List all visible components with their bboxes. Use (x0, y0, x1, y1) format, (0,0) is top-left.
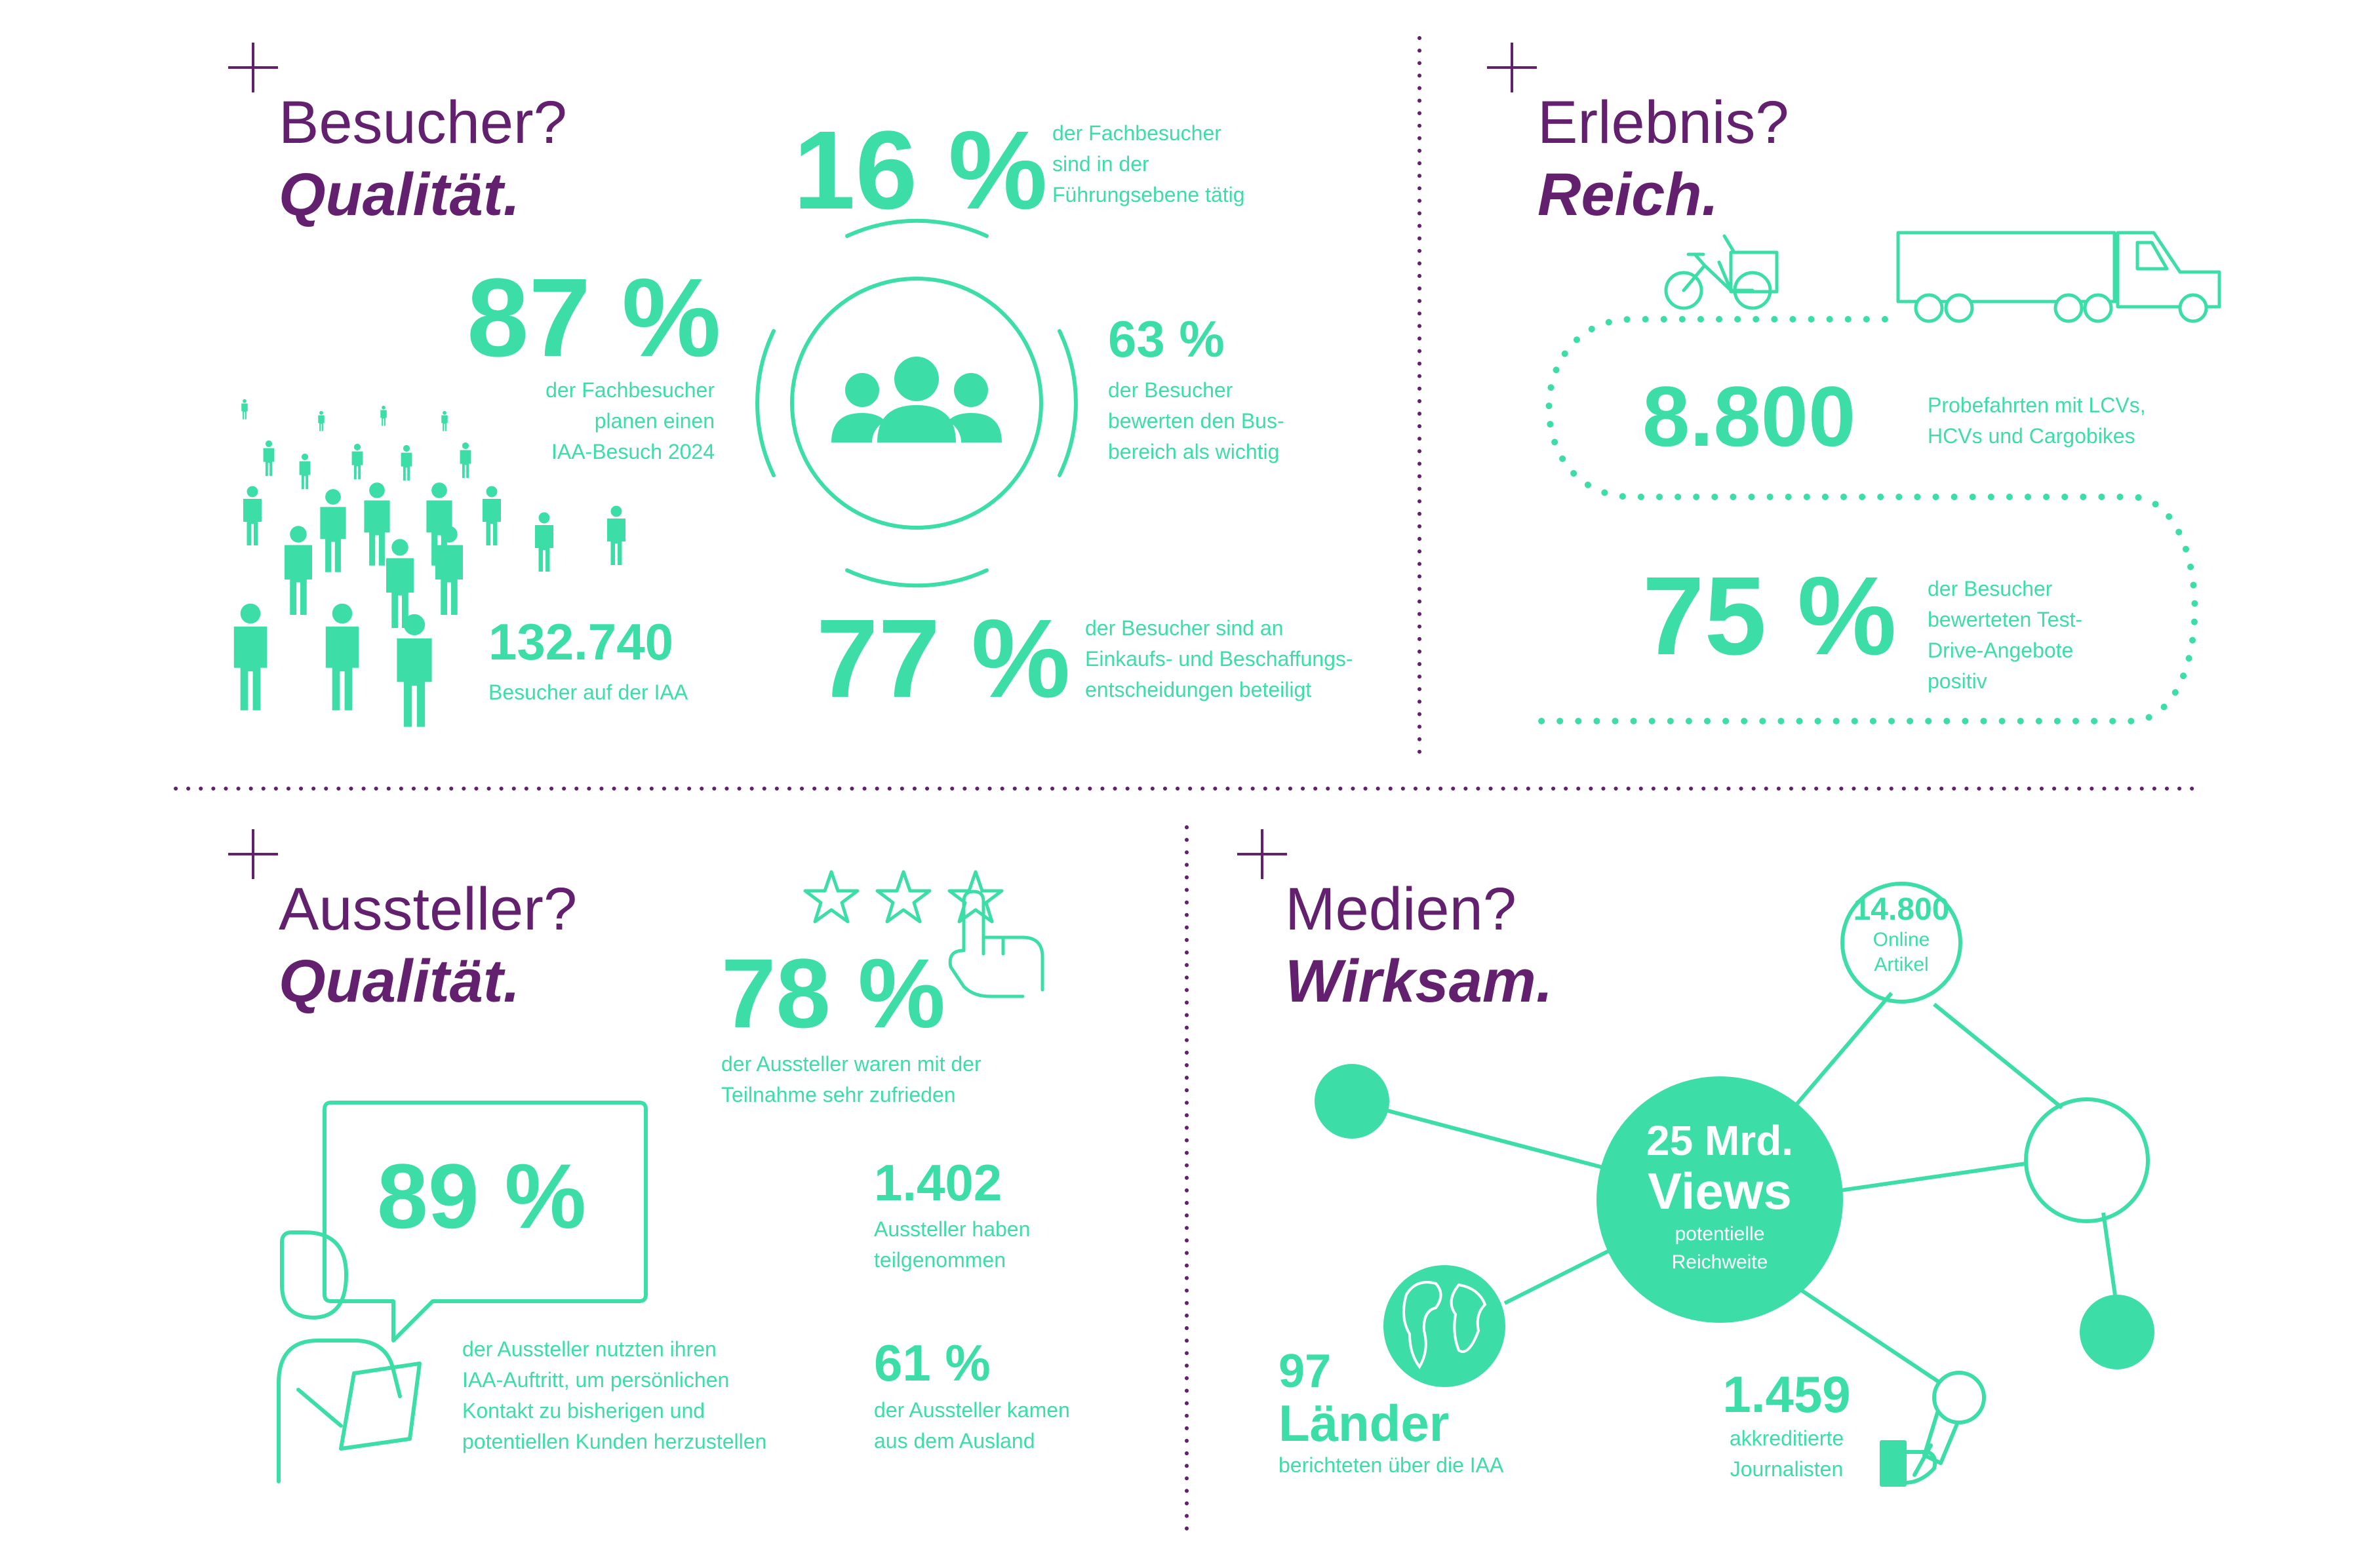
views-text: potentielle Reichweite (1671, 1223, 1768, 1274)
globe-icon (1383, 1265, 1505, 1387)
plus-icon (1237, 829, 1287, 879)
person-tablet-icon (277, 1230, 422, 1483)
stat-78-text: der Aussteller waren mit der Teilnahme s… (721, 1052, 981, 1107)
stat-89-value: 89 % (377, 1145, 587, 1247)
laender-value-line2: Länder (1279, 1394, 1450, 1452)
stat-61-value: 61 % (874, 1334, 991, 1392)
stat-132740-text: Besucher auf der IAA (488, 680, 688, 704)
views-value-line1: 25 Mrd. (1646, 1117, 1794, 1164)
pointing-hand-icon (948, 890, 1044, 998)
online-value: 14.800 (1853, 892, 1950, 927)
stat-16-text: der Fachbesucher sind in der Führungsebe… (1052, 121, 1245, 206)
erlebnis-heading: Erlebnis? (1537, 89, 1789, 156)
stat-61-text: der Aussteller kamen aus dem Ausland (874, 1398, 1070, 1453)
network-nodes (1315, 882, 2154, 1369)
divider-lines (174, 36, 2198, 1536)
stat-1402-text: Aussteller haben teilgenommen (874, 1217, 1031, 1272)
stat-89-text: der Aussteller nutzten ihren IAA-Auftrit… (462, 1337, 767, 1453)
plus-icon (1487, 43, 1537, 92)
stat-132740-value: 132.740 (488, 613, 673, 671)
views-value-line2: Views (1648, 1162, 1792, 1221)
speech-bubble-icon (323, 1101, 648, 1343)
stat-1402-value: 1.402 (874, 1154, 1002, 1211)
stat-87-value: 87 % (467, 256, 721, 380)
stat-77-value: 77 % (816, 597, 1071, 721)
stat-87-text: der Fachbesucher planen einen IAA-Besuch… (545, 378, 715, 463)
aussteller-heading: Aussteller? (279, 876, 578, 943)
journalisten-value: 1.459 (1722, 1365, 1851, 1423)
cargo-bike-icon (1664, 234, 1779, 310)
erlebnis-subheading: Reich. (1537, 161, 1719, 228)
views-node: 25 Mrd. Views potentielle Reichweite (1600, 1118, 1840, 1276)
journalisten-text: akkreditierte Journalisten (1729, 1426, 1844, 1481)
laender-text: berichteten über die IAA (1279, 1453, 1504, 1478)
stars-icon (803, 870, 1004, 924)
plus-icon (228, 829, 278, 879)
online-node: 14.800 Online Artikel (1836, 892, 1967, 977)
stat-75-text: der Besucher bewerteten Test- Drive-Ange… (1928, 577, 2082, 693)
medien-subheading: Wirksam. (1285, 948, 1553, 1015)
stat-8800-value: 8.800 (1642, 368, 1856, 464)
stat-63-text: der Besucher bewerten den Bus- bereich a… (1108, 378, 1284, 463)
stat-63-value: 63 % (1108, 310, 1225, 368)
stat-77-text: der Besucher sind an Einkaufs- und Besch… (1085, 616, 1353, 701)
microphone-icon (1880, 1371, 1986, 1487)
stat-78-value: 78 % (721, 938, 945, 1048)
stat-8800-text: Probefahrten mit LCVs, HCVs und Cargobik… (1928, 393, 2146, 448)
truck-icon (1896, 231, 2221, 323)
stat-16-value: 16 % (793, 108, 1048, 233)
medien-heading: Medien? (1285, 876, 1516, 943)
plus-icon (228, 43, 278, 92)
laender-stat: 97 Länder berichteten über die IAA (1279, 1345, 1504, 1481)
road-path (1534, 316, 2198, 724)
stat-75-value: 75 % (1642, 554, 1897, 678)
group-icon (755, 218, 1078, 588)
journalisten-stat: 1.459 akkreditierte Journalisten (1678, 1365, 1895, 1485)
laender-value-line1: 97 (1279, 1345, 1332, 1398)
besucher-heading: Besucher? (279, 89, 567, 156)
online-text: Online Artikel (1873, 928, 1930, 975)
aussteller-subheading: Qualität. (279, 948, 521, 1015)
besucher-subheading: Qualität. (279, 161, 521, 228)
